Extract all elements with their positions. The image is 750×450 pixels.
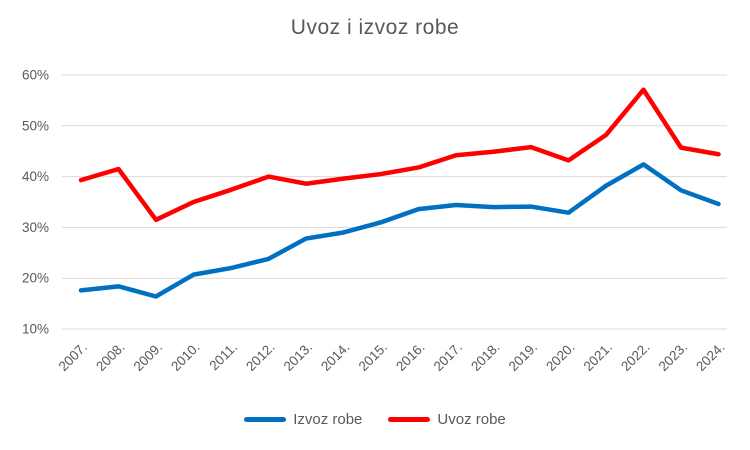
x-axis-tick-label: 2008. <box>93 340 128 375</box>
y-axis-tick-label: 60% <box>22 68 49 83</box>
x-axis-tick-label: 2016. <box>393 340 428 375</box>
legend-item-uvoz: Uvoz robe <box>388 411 506 428</box>
x-axis-tick-label: 2019. <box>506 340 541 375</box>
x-axis-tick-label: 2020. <box>543 340 578 375</box>
x-axis-tick-label: 2007. <box>56 340 91 375</box>
x-axis-tick-label: 2009. <box>131 340 166 375</box>
x-axis-tick-label: 2013. <box>281 340 316 375</box>
y-axis-tick-label: 30% <box>22 220 49 235</box>
legend-item-izvoz: Izvoz robe <box>244 411 362 428</box>
x-axis-tick-label: 2010. <box>168 340 203 375</box>
series-line-izvoz-robe <box>78 162 721 299</box>
series-line-uvoz-robe <box>78 87 721 223</box>
legend-label-izvoz: Izvoz robe <box>293 411 363 428</box>
legend-label-uvoz: Uvoz robe <box>437 411 506 428</box>
x-axis-tick-label: 2012. <box>243 340 278 375</box>
chart-title: Uvoz i izvoz robe <box>290 16 460 39</box>
x-axis-tick-label: 2021. <box>581 340 616 375</box>
legend: Izvoz robe Uvoz robe <box>0 411 750 428</box>
y-axis-tick-label: 50% <box>22 118 49 133</box>
x-axis-tick-label: 2024. <box>693 340 728 375</box>
x-axis-tick-label: 2023. <box>656 340 691 375</box>
x-axis-tick-label: 2015. <box>356 340 391 375</box>
izvoz-line-swatch-icon <box>244 417 287 422</box>
x-axis-tick-label: 2011. <box>206 340 240 374</box>
x-axis-tick-label: 2022. <box>618 340 653 375</box>
y-axis-tick-label: 10% <box>22 322 49 337</box>
uvoz-line-swatch-icon <box>388 417 431 422</box>
x-axis-tick-label: 2014. <box>318 340 353 375</box>
x-axis-tick-label: 2017. <box>431 340 466 375</box>
x-axis-tick-label: 2018. <box>468 340 503 375</box>
y-axis-tick-label: 40% <box>22 169 49 184</box>
y-axis-tick-label: 20% <box>22 271 49 286</box>
